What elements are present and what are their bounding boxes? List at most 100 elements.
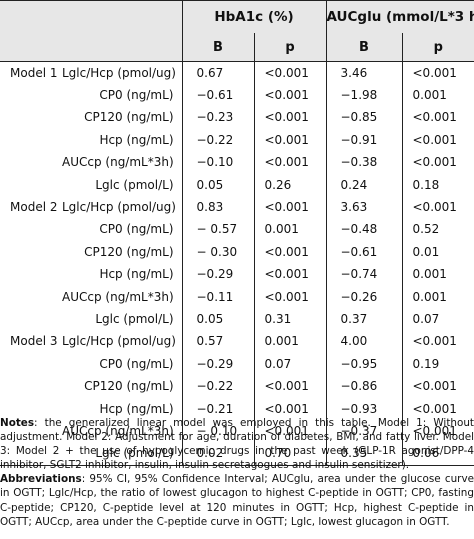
variable-cell: CP0 (ng/mL) (99, 88, 174, 103)
model-label: Model 1 (10, 65, 58, 80)
header-b-aucglu: B (325, 33, 402, 62)
table-row: Lglc (pmol/L) 0.05 0.26 0.24 0.18 (0, 173, 474, 197)
aucglu-b-cell: 4.00 (325, 330, 402, 354)
aucglu-b-cell: −0.85 (325, 106, 402, 130)
header-p-hba1c: p (253, 33, 326, 62)
model-label (0, 129, 62, 151)
aucglu-b-cell: −0.95 (325, 353, 402, 376)
aucglu-p-cell: <0.001 (401, 61, 474, 85)
hba1c-b-cell: −0.29 (181, 263, 254, 286)
aucglu-p-cell: <0.001 (401, 106, 474, 130)
hba1c-b-cell: − 0.57 (181, 218, 254, 242)
aucglu-p-cell: 0.01 (401, 241, 474, 264)
hba1c-b-cell: −0.23 (181, 106, 254, 130)
model-label (0, 308, 62, 330)
header-row-2: B p B p (0, 33, 474, 62)
model-label (0, 107, 62, 129)
aucglu-b-cell: −1.98 (325, 84, 402, 107)
model-label: Model 3 (10, 334, 58, 349)
table-row: Hcp (ng/mL) −0.29 <0.001 −0.74 0.001 (0, 263, 474, 286)
header-b-hba1c: B (181, 33, 254, 62)
aucglu-p-cell: <0.001 (401, 330, 474, 354)
hba1c-p-cell: <0.001 (253, 129, 326, 152)
variable-cell: Lglc (pmol/L) (62, 442, 182, 467)
aucglu-p-cell: <0.001 (401, 151, 474, 174)
hba1c-p-cell: <0.001 (253, 285, 326, 309)
variable-cell: Hcp (ng/mL) (99, 401, 174, 416)
variable-cell: Hcp (ng/mL) (99, 267, 174, 282)
hba1c-b-cell: 0.57 (181, 330, 254, 354)
aucglu-b-cell: −0.61 (325, 241, 402, 264)
notes-paragraph: Notes: the generalized linear model was … (0, 416, 474, 472)
hba1c-p-cell: <0.001 (253, 375, 326, 398)
table-notes: Notes: the generalized linear model was … (0, 416, 474, 529)
aucglu-p-cell: 0.001 (401, 84, 474, 107)
aucglu-p-cell: 0.52 (401, 218, 474, 242)
model-label (0, 264, 62, 286)
aucglu-b-cell: −0.74 (325, 263, 402, 286)
model-label (0, 219, 62, 241)
hba1c-b-cell: −0.22 (181, 129, 254, 152)
hba1c-b-cell: 0.05 (181, 173, 254, 197)
table-row: AUCcp (ng/mL*3h) −0.10 <0.001 −0.38 <0.001 (0, 151, 474, 174)
header-hba1c: HbA1c (%) (181, 0, 326, 33)
hba1c-b-cell: −0.29 (181, 353, 254, 376)
aucglu-p-cell: <0.001 (401, 375, 474, 398)
hba1c-p-cell: 0.07 (253, 353, 326, 376)
aucglu-b-cell: 3.46 (325, 61, 402, 85)
table-row: AUCcp (ng/mL*3h) − 0.10 <0.001 −0.37 <0.001 (0, 420, 474, 443)
aucglu-p-cell: 0.18 (401, 173, 474, 197)
model-label: Model 2 (10, 200, 58, 215)
variable-cell: AUCcp (ng/mL*3h) (62, 423, 174, 438)
aucglu-p-cell: 0.06 (401, 442, 474, 467)
model-label (0, 375, 62, 397)
notes-label: Notes (0, 417, 35, 429)
table-row: CP0 (ng/mL) −0.29 0.07 −0.95 0.19 (0, 353, 474, 376)
variable-cell: Lglc (pmol/L) (95, 177, 174, 192)
hba1c-b-cell: − 0.10 (181, 420, 254, 443)
hba1c-b-cell: 0.02 (181, 442, 254, 467)
table-row: Lglc (pmol/L) 0.02 0.70 0.35 0.06 (0, 442, 474, 467)
variable-cell: Lglc/Hcp (pmol/ug) (62, 200, 176, 215)
variable-cell: Hcp (ng/mL) (99, 132, 174, 147)
variable-cell: AUCcp (ng/mL*3h) (62, 289, 174, 304)
aucglu-p-cell: <0.001 (401, 420, 474, 443)
abbreviations-paragraph: Abbreviations: 95% CI, 95% Confidence In… (0, 472, 474, 528)
results-table-container: HbA1c (%) AUCglu (mmol/L*3 h) B p B p Mo… (0, 0, 474, 528)
hba1c-p-cell: <0.001 (253, 263, 326, 286)
model-label (0, 442, 62, 467)
hba1c-b-cell: −0.21 (181, 397, 254, 421)
hba1c-p-cell: <0.001 (253, 61, 326, 85)
aucglu-p-cell: 0.19 (401, 353, 474, 376)
variable-cell: CP120 (ng/mL) (84, 379, 174, 394)
model-label (0, 84, 62, 106)
variable-cell: CP120 (ng/mL) (84, 110, 174, 125)
table-row: Model 2 Lglc/Hcp (pmol/ug) 0.83 <0.001 3.63 <… (0, 196, 474, 219)
hba1c-b-cell: 0.05 (181, 308, 254, 331)
hba1c-p-cell: <0.001 (253, 196, 326, 219)
aucglu-b-cell: 0.24 (325, 173, 402, 197)
model-label (0, 353, 62, 375)
abbreviations-text: : 95% CI, 95% Confidence Interval; AUCgl… (0, 473, 474, 528)
hba1c-b-cell: − 0.30 (181, 241, 254, 264)
aucglu-b-cell: 3.63 (325, 196, 402, 219)
model-label (0, 174, 62, 196)
notes-text: : the generalized linear model was emplo… (0, 417, 474, 472)
hba1c-b-cell: −0.10 (181, 151, 254, 174)
aucglu-b-cell: −0.26 (325, 285, 402, 309)
aucglu-b-cell: 0.35 (325, 442, 402, 467)
hba1c-p-cell: 0.26 (253, 173, 326, 197)
header-empty-cell (62, 33, 182, 62)
table-row: Model 1 Lglc/Hcp (pmol/ug) 0.67 <0.001 3.46 <… (0, 61, 474, 85)
aucglu-p-cell: 0.001 (401, 285, 474, 309)
aucglu-p-cell: 0.001 (401, 263, 474, 286)
variable-cell: CP0 (ng/mL) (99, 356, 174, 371)
hba1c-b-cell: 0.67 (181, 61, 254, 85)
results-table: HbA1c (%) AUCglu (mmol/L*3 h) B p B p Mo… (0, 0, 474, 467)
variable-cell: AUCcp (ng/mL*3h) (62, 155, 174, 170)
header-empty-cell (0, 33, 62, 62)
variable-cell: CP0 (ng/mL) (99, 222, 174, 237)
model-label (0, 152, 62, 174)
hba1c-p-cell: 0.001 (253, 330, 326, 354)
hba1c-p-cell: <0.001 (253, 151, 326, 174)
